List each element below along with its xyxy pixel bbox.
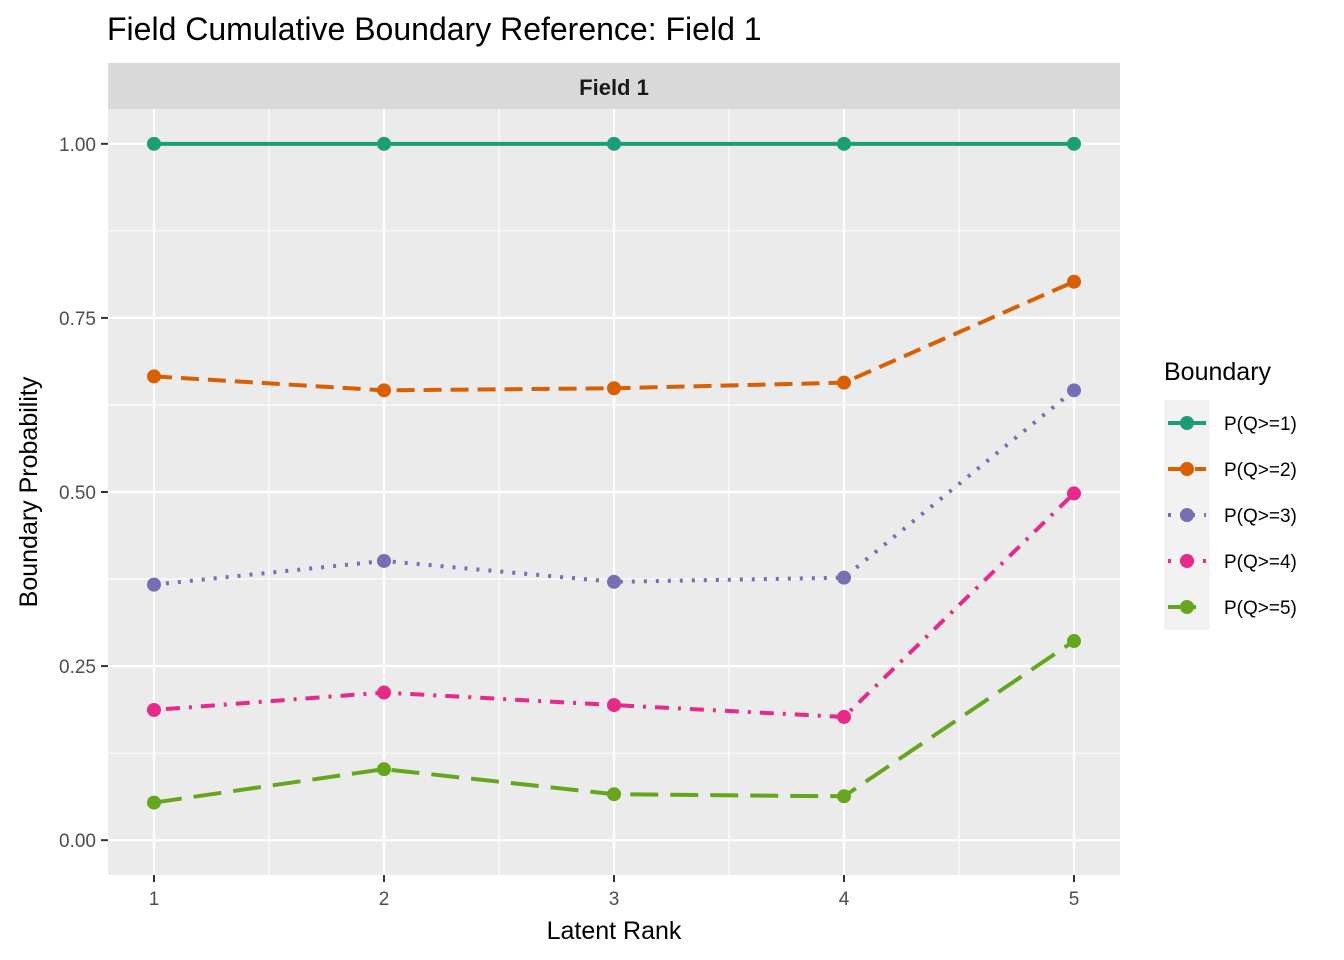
legend-label: P(Q>=2) xyxy=(1224,460,1297,481)
y-tick-label: 1.00 xyxy=(59,135,96,156)
legend: P(Q>=1) P(Q>=2) P(Q>=3) P(Q>=4) P(Q>=5) xyxy=(1164,400,1297,630)
legend-label: P(Q>=3) xyxy=(1224,506,1297,527)
series-1-point xyxy=(607,136,621,151)
series-2-point xyxy=(837,375,851,390)
y-tick-label: 0.50 xyxy=(59,483,96,504)
legend-key-point xyxy=(1180,416,1194,430)
x-tick-label: 5 xyxy=(1069,889,1080,910)
series-3-point xyxy=(147,577,161,592)
x-tick-label: 4 xyxy=(839,889,850,910)
series-3-point xyxy=(377,553,391,568)
y-tick-label: 0.75 xyxy=(59,309,96,330)
legend-key-point xyxy=(1180,462,1194,476)
legend-key-point xyxy=(1180,600,1194,614)
facet-strip-label: Field 1 xyxy=(579,75,649,100)
y-axis-title: Boundary Probability xyxy=(15,376,43,607)
x-tick-label: 1 xyxy=(149,889,160,910)
series-3-point xyxy=(1067,383,1081,398)
facet-strip xyxy=(108,63,1120,109)
series-4-point xyxy=(147,702,161,717)
series-points xyxy=(147,136,1081,810)
series-2-point xyxy=(1067,274,1081,289)
legend-label: P(Q>=4) xyxy=(1224,552,1297,573)
series-line-4 xyxy=(153,491,1076,719)
legend-label: P(Q>=1) xyxy=(1224,414,1297,435)
legend-label: P(Q>=5) xyxy=(1224,598,1297,619)
chart-title: Field Cumulative Boundary Reference: Fie… xyxy=(107,11,762,47)
x-tick-label: 3 xyxy=(609,889,620,910)
series-5-point xyxy=(377,762,391,777)
series-2-point xyxy=(147,369,161,384)
x-axis-ticks: 1 2 3 4 5 xyxy=(149,875,1080,910)
series-1-point xyxy=(1067,136,1081,151)
legend-title: Boundary xyxy=(1164,358,1272,386)
series-2-point xyxy=(607,381,621,396)
x-tick-label: 2 xyxy=(379,889,390,910)
series-5-point xyxy=(147,795,161,810)
legend-key-point xyxy=(1180,554,1194,568)
series-4-point xyxy=(607,698,621,713)
series-2-point xyxy=(377,383,391,398)
series-3-point xyxy=(607,574,621,589)
y-tick-label: 0.00 xyxy=(59,831,96,852)
x-axis-title: Latent Rank xyxy=(547,917,682,945)
series-1-point xyxy=(147,136,161,151)
series-4-point xyxy=(837,709,851,724)
series-4-point xyxy=(377,685,391,700)
series-5-point xyxy=(1067,634,1081,649)
series-3-point xyxy=(837,570,851,585)
legend-key-point xyxy=(1180,508,1194,522)
series-5-point xyxy=(837,789,851,804)
series-5-point xyxy=(607,787,621,802)
series-1-point xyxy=(377,136,391,151)
series-4-point xyxy=(1067,486,1081,501)
series-1-point xyxy=(837,136,851,151)
y-tick-label: 0.25 xyxy=(59,657,96,678)
y-axis-ticks: 0.00 0.25 0.50 0.75 1.00 xyxy=(59,135,108,852)
